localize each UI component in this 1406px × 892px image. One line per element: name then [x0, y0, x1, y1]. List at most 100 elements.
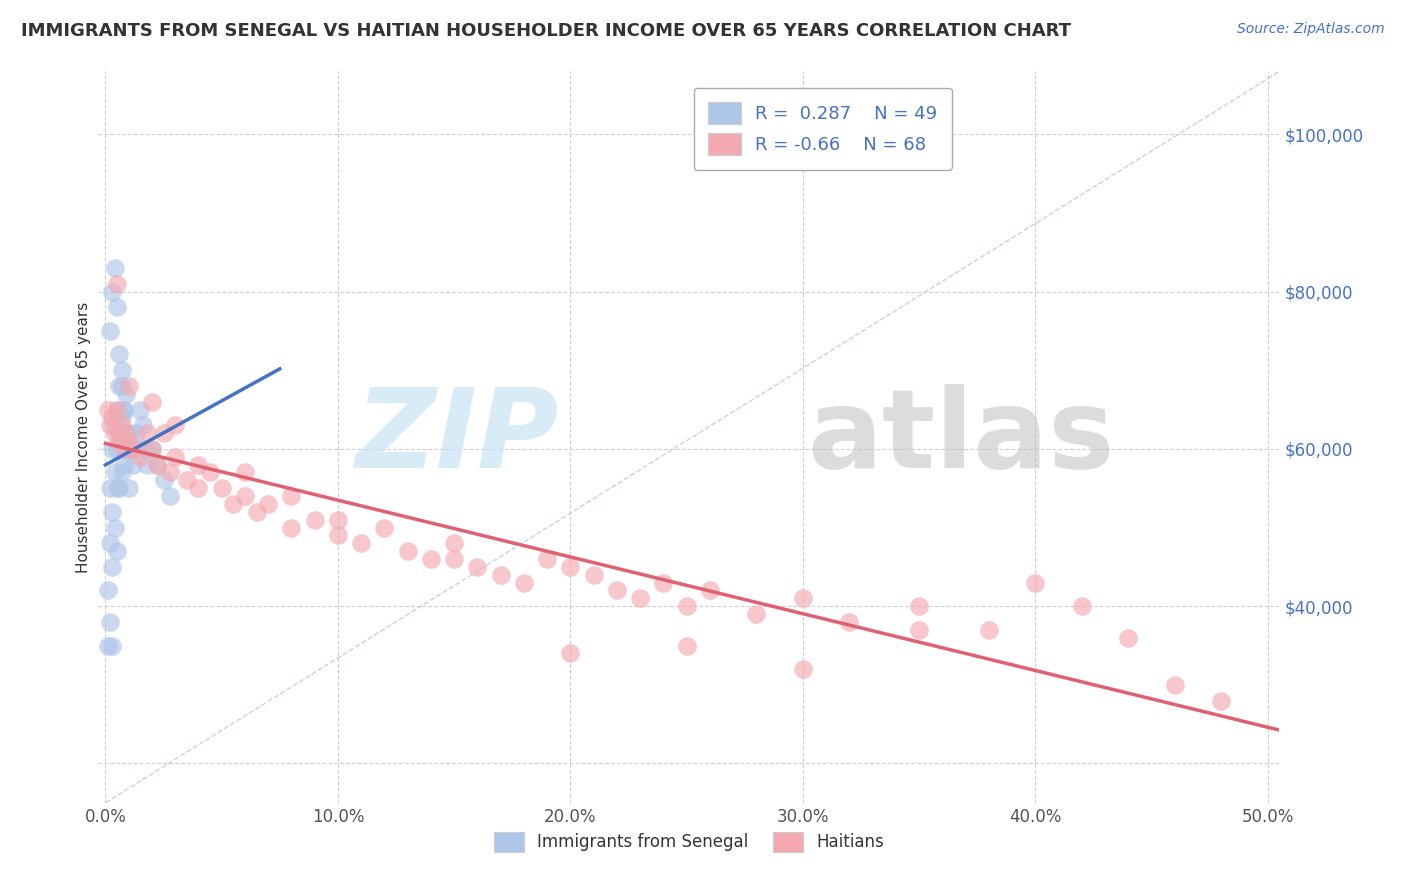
- Text: atlas: atlas: [807, 384, 1115, 491]
- Point: [136, 458, 159, 472]
- Point: [419, 552, 441, 566]
- Point: [628, 591, 651, 606]
- Point: [98, 324, 121, 338]
- Point: [104, 466, 127, 480]
- Point: [120, 442, 142, 456]
- Point: [280, 489, 302, 503]
- Point: [792, 662, 814, 676]
- Point: [97, 639, 120, 653]
- Point: [134, 442, 156, 456]
- Point: [443, 536, 465, 550]
- Point: [699, 583, 721, 598]
- Point: [977, 623, 1000, 637]
- Point: [129, 450, 152, 464]
- Point: [98, 615, 121, 629]
- Point: [108, 481, 131, 495]
- Point: [115, 387, 138, 401]
- Point: [560, 646, 582, 660]
- Point: [908, 599, 931, 614]
- Point: [117, 426, 139, 441]
- Point: [112, 402, 135, 417]
- Point: [105, 481, 128, 495]
- Point: [112, 402, 135, 417]
- Point: [560, 559, 582, 574]
- Point: [489, 567, 512, 582]
- Point: [443, 552, 465, 566]
- Point: [152, 473, 174, 487]
- Point: [97, 583, 120, 598]
- Point: [141, 442, 163, 456]
- Point: [838, 615, 860, 629]
- Point: [101, 285, 124, 299]
- Text: Source: ZipAtlas.com: Source: ZipAtlas.com: [1237, 22, 1385, 37]
- Point: [108, 434, 131, 448]
- Point: [127, 442, 149, 456]
- Point: [105, 544, 128, 558]
- Y-axis label: Householder Income Over 65 years: Householder Income Over 65 years: [76, 301, 91, 573]
- Point: [122, 458, 145, 472]
- Point: [326, 513, 349, 527]
- Point: [908, 623, 931, 637]
- Point: [124, 426, 146, 441]
- Text: IMMIGRANTS FROM SENEGAL VS HAITIAN HOUSEHOLDER INCOME OVER 65 YEARS CORRELATION : IMMIGRANTS FROM SENEGAL VS HAITIAN HOUSE…: [21, 22, 1071, 40]
- Point: [145, 458, 167, 472]
- Point: [141, 394, 163, 409]
- Point: [101, 442, 124, 456]
- Point: [257, 497, 280, 511]
- Point: [104, 426, 127, 441]
- Point: [111, 379, 134, 393]
- Point: [233, 489, 256, 503]
- Point: [1118, 631, 1140, 645]
- Point: [187, 481, 209, 495]
- Point: [101, 559, 124, 574]
- Text: ZIP: ZIP: [356, 384, 560, 491]
- Point: [165, 418, 187, 433]
- Legend: Immigrants from Senegal, Haitians: Immigrants from Senegal, Haitians: [485, 823, 893, 860]
- Point: [117, 434, 139, 448]
- Point: [582, 567, 605, 582]
- Point: [211, 481, 233, 495]
- Point: [115, 426, 138, 441]
- Point: [176, 473, 198, 487]
- Point: [117, 481, 139, 495]
- Point: [105, 442, 128, 456]
- Point: [513, 575, 536, 590]
- Point: [304, 513, 326, 527]
- Point: [104, 520, 127, 534]
- Point: [101, 410, 124, 425]
- Point: [606, 583, 628, 598]
- Point: [350, 536, 373, 550]
- Point: [111, 363, 134, 377]
- Point: [396, 544, 419, 558]
- Point: [111, 410, 134, 425]
- Point: [117, 442, 139, 456]
- Point: [145, 458, 167, 472]
- Point: [326, 528, 349, 542]
- Point: [105, 301, 128, 315]
- Point: [373, 520, 395, 534]
- Point: [108, 426, 131, 441]
- Point: [101, 639, 124, 653]
- Point: [152, 426, 174, 441]
- Point: [101, 505, 124, 519]
- Point: [98, 481, 121, 495]
- Point: [136, 426, 159, 441]
- Point: [97, 402, 120, 417]
- Point: [233, 466, 256, 480]
- Point: [1164, 678, 1187, 692]
- Point: [117, 379, 139, 393]
- Point: [129, 402, 152, 417]
- Point: [245, 505, 267, 519]
- Point: [467, 559, 489, 574]
- Point: [1024, 575, 1046, 590]
- Point: [108, 379, 131, 393]
- Point: [105, 402, 128, 417]
- Point: [675, 639, 697, 653]
- Point: [111, 466, 134, 480]
- Point: [187, 458, 209, 472]
- Point: [675, 599, 697, 614]
- Point: [745, 607, 768, 621]
- Point: [115, 442, 138, 456]
- Point: [122, 442, 145, 456]
- Point: [98, 418, 121, 433]
